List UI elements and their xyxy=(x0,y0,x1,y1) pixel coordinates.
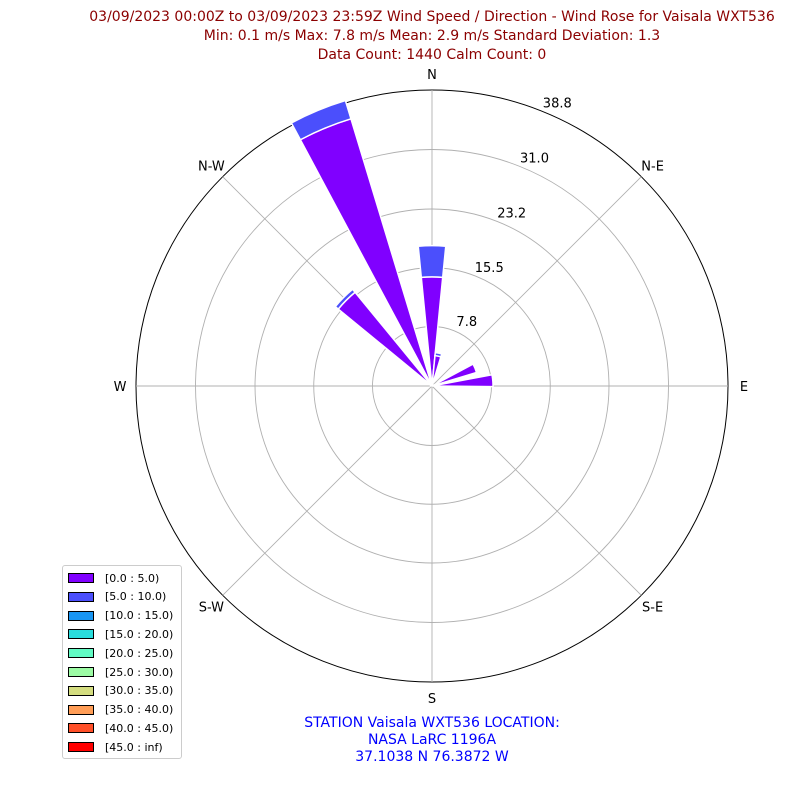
direction-label: S xyxy=(428,692,436,707)
title-line-3: Data Count: 1440 Calm Count: 0 xyxy=(317,47,547,63)
legend-item: [30.0 : 35.0) xyxy=(68,684,173,698)
wind-sector-bar xyxy=(290,99,352,141)
radial-tick-label: 15.5 xyxy=(475,261,504,276)
radial-tick-label: 38.8 xyxy=(543,97,572,112)
legend-item: [45.0 : inf) xyxy=(68,740,163,754)
legend-item: [0.0 : 5.0) xyxy=(68,571,159,585)
bars-layer xyxy=(290,99,494,388)
direction-label: S-E xyxy=(642,601,663,616)
legend-item: [25.0 : 30.0) xyxy=(68,665,173,679)
legend-label: [5.0 : 10.0) xyxy=(105,590,167,604)
station-info: STATION Vaisala WXT536 LOCATION: NASA La… xyxy=(232,715,632,766)
legend-swatch xyxy=(68,591,94,602)
label-layer: E N-E N N-W W S-W S S-E 7.8 15.5 23.2 31.0 38.8 xyxy=(114,68,749,707)
grid-spoke xyxy=(431,176,642,387)
station-line-2: NASA LaRC 1196A xyxy=(367,732,497,748)
direction-label: S-W xyxy=(199,601,224,616)
legend-label: [20.0 : 25.0) xyxy=(105,646,174,660)
legend-swatch xyxy=(68,610,94,621)
grid-spoke xyxy=(431,385,642,596)
legend-swatch xyxy=(68,704,94,715)
legend-swatch xyxy=(68,723,94,734)
direction-label: N-W xyxy=(198,159,225,174)
title-line-1: 03/09/2023 00:00Z to 03/09/2023 23:59Z W… xyxy=(89,9,775,25)
wind-sector-bar xyxy=(334,288,357,311)
legend-label: [10.0 : 15.0) xyxy=(105,609,174,623)
radial-tick-label: 31.0 xyxy=(520,152,549,167)
direction-label: N xyxy=(427,68,437,83)
legend-label: [30.0 : 35.0) xyxy=(105,684,174,698)
station-line-1: STATION Vaisala WXT536 LOCATION: xyxy=(304,715,560,731)
legend-swatch xyxy=(68,667,94,677)
legend-swatch xyxy=(68,629,94,640)
grid-spoke xyxy=(222,385,433,596)
station-line-3: 37.1038 N 76.3872 W xyxy=(355,749,509,765)
direction-label: N-E xyxy=(641,159,664,174)
legend-label: [35.0 : 40.0) xyxy=(105,703,174,717)
speed-legend: [0.0 : 5.0) [5.0 : 10.0) [10.0 : 15.0) [15.… xyxy=(62,565,182,759)
legend-item: [35.0 : 40.0) xyxy=(68,703,173,717)
legend-item: [10.0 : 15.0) xyxy=(68,609,173,623)
legend-label: [15.0 : 20.0) xyxy=(105,627,174,641)
legend-swatch xyxy=(68,648,94,659)
legend-swatch xyxy=(68,573,94,583)
legend-label: [45.0 : inf) xyxy=(105,740,163,754)
legend-item: [40.0 : 45.0) xyxy=(68,721,173,735)
title-line-2: Min: 0.1 m/s Max: 7.8 m/s Mean: 2.9 m/s … xyxy=(203,28,661,44)
direction-label: W xyxy=(114,380,127,395)
radial-tick-label: 23.2 xyxy=(497,206,526,221)
legend-swatch xyxy=(68,685,94,696)
wind-sector-bar xyxy=(431,363,478,387)
chart-title: 03/09/2023 00:00Z to 03/09/2023 23:59Z W… xyxy=(0,8,800,65)
wind-sector-bar xyxy=(431,373,494,388)
legend-label: [0.0 : 5.0) xyxy=(105,571,160,585)
legend-item: [15.0 : 20.0) xyxy=(68,627,173,641)
wind-sector-bar xyxy=(417,244,447,279)
legend-item: [20.0 : 25.0) xyxy=(68,646,173,660)
wind-sector-bar xyxy=(434,351,443,358)
legend-label: [40.0 : 45.0) xyxy=(105,721,174,735)
legend-item: [5.0 : 10.0) xyxy=(68,590,166,604)
direction-label: E xyxy=(740,380,748,395)
radial-tick-label: 7.8 xyxy=(456,315,477,330)
legend-swatch xyxy=(68,742,94,753)
legend-label: [25.0 : 30.0) xyxy=(105,665,174,679)
